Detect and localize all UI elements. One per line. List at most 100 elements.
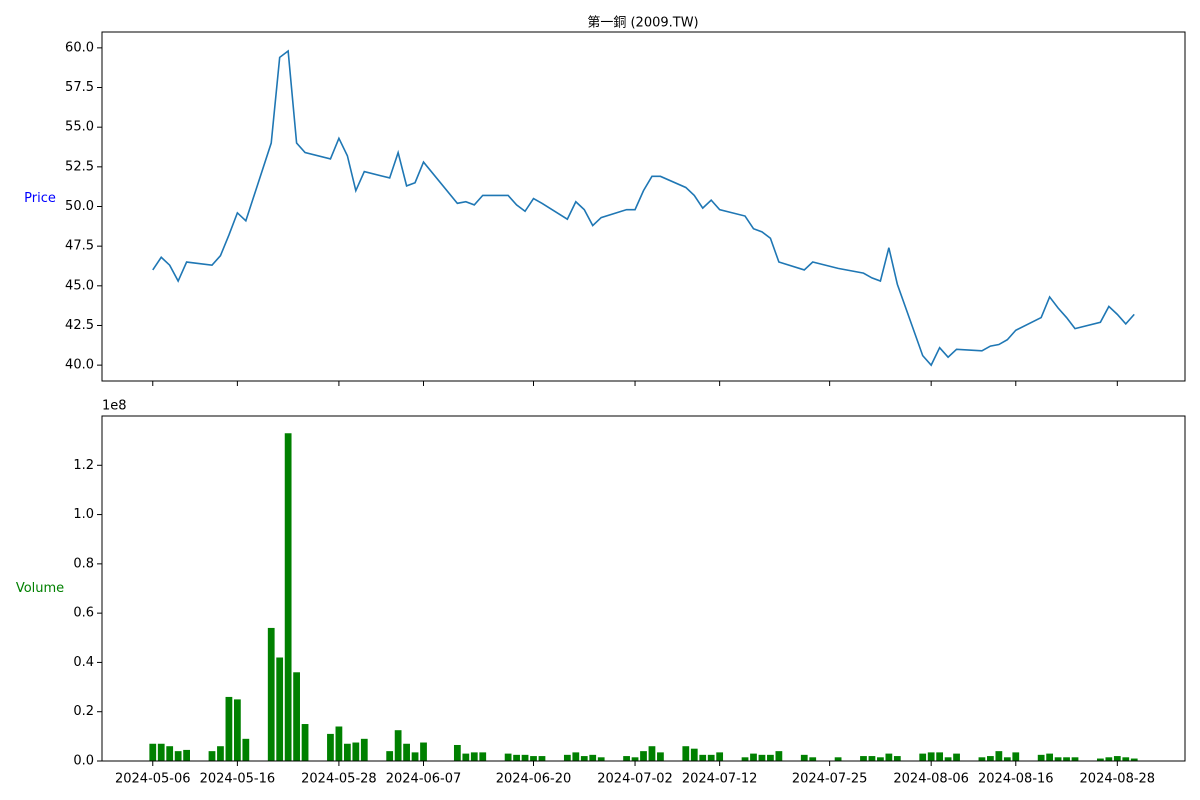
y-tick-label: 0.4 [73, 655, 94, 670]
volume-bar [1063, 757, 1070, 761]
volume-bar [1122, 757, 1130, 761]
volume-bar [479, 752, 487, 761]
y-tick-label: 55.0 [65, 120, 94, 135]
volume-bar [648, 746, 656, 761]
volume-bar [217, 746, 224, 761]
volume-bar [623, 756, 630, 761]
y-tick-label: 0.8 [73, 556, 94, 571]
volume-bar [1071, 757, 1079, 761]
volume-bar [919, 753, 927, 761]
y-tick-label: 45.0 [65, 278, 94, 293]
volume-bar [504, 753, 512, 761]
volume-bar [166, 746, 174, 761]
volume-bar [741, 757, 749, 761]
volume-bar [927, 752, 935, 761]
volume-bar [699, 754, 707, 761]
volume-bar [767, 754, 774, 761]
volume-bar [293, 672, 300, 761]
y-offset-label: 1e8 [102, 399, 127, 414]
volume-bar [580, 756, 588, 761]
volume-bar [750, 753, 757, 761]
x-tick-label: 2024-07-02 [597, 772, 673, 787]
y-axis-label: Volume [16, 581, 64, 596]
volume-bar [470, 752, 478, 761]
volume-bar [682, 746, 690, 761]
volume-bar [800, 754, 808, 761]
volume-bar [978, 757, 986, 761]
volume-bar [563, 754, 571, 761]
volume-bar [157, 743, 165, 761]
y-tick-label: 60.0 [65, 40, 94, 55]
volume-bar [758, 754, 766, 761]
volume-bar [1054, 757, 1062, 761]
volume-bar [1097, 758, 1104, 761]
volume-bar [453, 744, 461, 761]
volume-bar [394, 730, 402, 761]
volume-bar [521, 754, 529, 761]
volume-bar [1037, 754, 1045, 761]
volume-bar [327, 733, 334, 761]
volume-bar [860, 756, 867, 761]
volume-bar [386, 751, 394, 761]
volume-bar [987, 756, 994, 761]
y-tick-label: 1.0 [73, 507, 94, 522]
volume-bar [1046, 753, 1054, 761]
x-tick-label: 2024-06-07 [386, 772, 462, 787]
y-tick-label: 52.5 [65, 159, 94, 174]
y-axis-label: Price [24, 191, 56, 206]
volume-bar [893, 756, 901, 761]
volume-bar [716, 752, 724, 761]
x-tick-label: 2024-06-20 [496, 772, 572, 787]
volume-bar [225, 696, 233, 761]
x-tick-label: 2024-05-16 [200, 772, 276, 787]
y-tick-label: 1.2 [73, 458, 94, 473]
axes-frame [101, 31, 1186, 382]
volume-bar [1105, 757, 1113, 761]
volume-bar [1012, 752, 1020, 761]
volume-bar [809, 757, 817, 761]
volume-bar [208, 751, 216, 761]
volume-bar [538, 756, 546, 761]
y-tick-label: 57.5 [65, 80, 94, 95]
volume-bar [995, 751, 1003, 761]
volume-bar [834, 757, 842, 761]
volume-bar [530, 756, 537, 761]
volume-bar [174, 751, 182, 761]
volume-bar [775, 751, 783, 761]
volume-bar [420, 742, 427, 761]
y-tick-label: 0.0 [73, 754, 94, 769]
y-tick-label: 50.0 [65, 199, 94, 214]
volume-bar [631, 757, 639, 761]
x-tick-label: 2024-08-16 [978, 772, 1054, 787]
y-tick-label: 47.5 [65, 239, 94, 254]
x-tick-label: 2024-08-28 [1080, 772, 1156, 787]
volume-bar [183, 749, 190, 761]
price-line [152, 49, 1135, 367]
x-tick-label: 2024-07-25 [792, 772, 868, 787]
volume-bar [690, 748, 698, 761]
volume-bar [885, 753, 893, 761]
volume-bar [276, 657, 284, 761]
volume-bar [462, 753, 470, 761]
x-tick-label: 2024-05-06 [115, 772, 191, 787]
volume-bar [267, 627, 275, 761]
volume-bar [513, 754, 520, 761]
volume-bar [360, 738, 368, 761]
y-tick-label: 0.6 [73, 606, 94, 621]
volume-bar [352, 742, 360, 761]
x-tick-label: 2024-07-12 [682, 772, 758, 787]
volume-bar [149, 743, 157, 761]
volume-bar [868, 756, 876, 761]
volume-bar [1003, 757, 1011, 761]
volume-bar [657, 752, 664, 761]
y-tick-label: 0.2 [73, 704, 94, 719]
volume-bar [589, 754, 597, 761]
x-tick-label: 2024-08-06 [893, 772, 969, 787]
volume-bar [284, 433, 292, 761]
chart-title: 第一銅 (2009.TW) [587, 16, 698, 31]
volume-bar [572, 752, 580, 761]
y-tick-label: 42.5 [65, 318, 94, 333]
volume-bar [597, 757, 605, 761]
volume-bar [403, 743, 410, 761]
